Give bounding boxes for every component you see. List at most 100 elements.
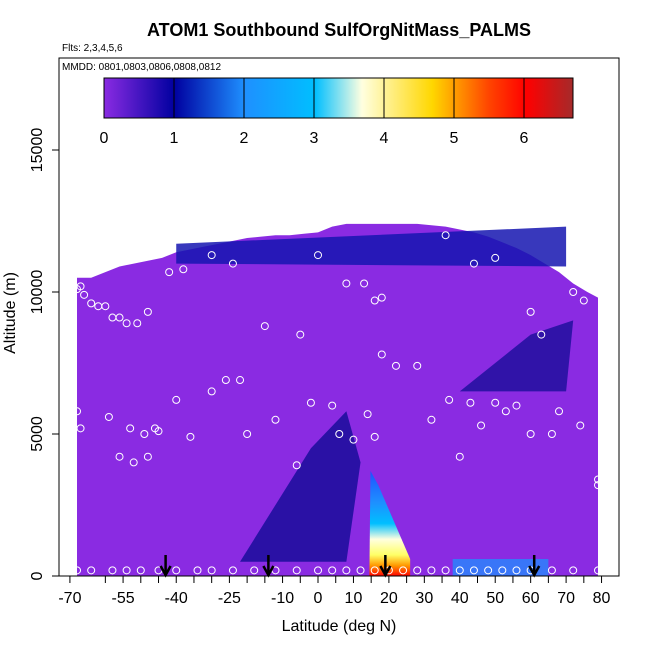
sample-point [140,430,149,438]
x-tick-label: 50 [486,590,504,607]
sample-point [391,361,400,370]
sample-point [335,430,344,438]
sample-point [477,421,486,430]
chart-title: ATOM1 Southbound SulfOrgNitMass_PALMS [147,20,531,40]
sample-point [207,387,216,396]
sample-point [250,566,259,575]
x-tick-label: 0 [314,590,323,607]
flight-arrow-head [159,565,172,578]
sample-points [73,199,602,575]
sample-point [569,566,578,575]
sample-point [491,253,500,262]
x-tick-label: 40 [451,590,469,607]
sample-point [370,296,379,305]
sample-point [594,475,602,484]
sample-point [569,288,578,296]
sample-point [427,415,436,424]
colorbar-tick-label: 5 [450,130,459,147]
sample-point [328,566,337,575]
sample-point [594,566,602,575]
sample-point [236,376,245,385]
sample-point [469,566,478,575]
sample-point [207,251,216,260]
y-tick-label: 0 [29,571,46,580]
sample-point [87,566,96,575]
sample-point [306,398,315,407]
sample-point [526,307,535,316]
x-tick-label: 30 [415,590,433,607]
sample-point [469,259,478,268]
sample-point [413,361,422,370]
y-tick-label: 10000 [29,270,46,315]
sample-point [360,279,369,288]
sample-point [292,566,301,575]
sample-point [314,566,323,575]
colorbar-ticks: 0 1 2 3 4 5 6 [100,78,529,147]
heatmap-body [77,223,598,576]
x-tick-label: -25 [218,590,241,607]
sample-point [377,293,386,302]
sample-point [399,566,408,575]
sample-point [143,452,152,461]
flight-arrow-head [262,565,275,578]
sample-point [133,319,142,328]
sample-point [221,376,230,385]
sample-point [547,430,556,438]
sample-point [314,251,323,260]
flight-arrow-head [379,565,392,578]
sample-point [547,566,556,575]
sample-point [115,313,124,322]
sample-point [427,566,436,575]
sample-point [356,566,365,575]
sample-point [455,566,464,575]
sample-point [501,407,510,416]
sample-point [576,421,585,430]
sample-point [466,398,475,407]
sample-point [342,279,351,288]
colorbar-tick-label: 4 [380,130,389,147]
sample-point [328,401,337,410]
plume [369,470,411,576]
right-dark-patch [459,320,574,392]
x-tick-label: 20 [380,590,398,607]
sample-point [76,424,85,433]
sample-point [172,566,181,575]
sample-point [193,566,202,575]
sample-point [186,432,195,441]
sample-point [122,319,131,328]
lower-dark-band [240,411,361,562]
sample-point [76,282,85,291]
flight-arrow-head [528,565,541,578]
y-tick-label: 15000 [29,128,46,173]
x-tick-label: -10 [271,590,294,607]
flights-label: Flts: 2,3,4,5,6 [62,43,123,54]
sample-point [455,452,464,461]
sample-point [115,452,124,461]
sample-point [441,231,450,240]
sample-point [441,566,450,575]
coverage-region [77,223,598,576]
sample-point [73,407,81,416]
sample-point [512,401,521,410]
sample-point [87,299,96,308]
sample-point [80,290,89,299]
x-tick-label: -40 [165,590,188,607]
colorbar-tick-label: 2 [240,130,249,147]
upper-band [176,226,567,267]
sample-point [296,330,305,339]
colorbar-tick-label: 6 [520,130,529,147]
x-tick-label: 70 [557,590,575,607]
sample-point [271,415,280,424]
sample-point [555,407,564,416]
sample-point [537,330,546,339]
sample-point [108,566,117,575]
sample-point [370,566,379,575]
sample-point [207,566,216,575]
dates-label: MMDD: 0801,0803,0806,0808,0812 [62,62,221,73]
sample-point [143,307,152,316]
x-tick-label: 60 [522,590,540,607]
flight-arrows [159,555,541,578]
y-axis-label: Altitude (m) [2,272,19,354]
sample-point [342,566,351,575]
colorbar-tick-label: 1 [170,130,179,147]
